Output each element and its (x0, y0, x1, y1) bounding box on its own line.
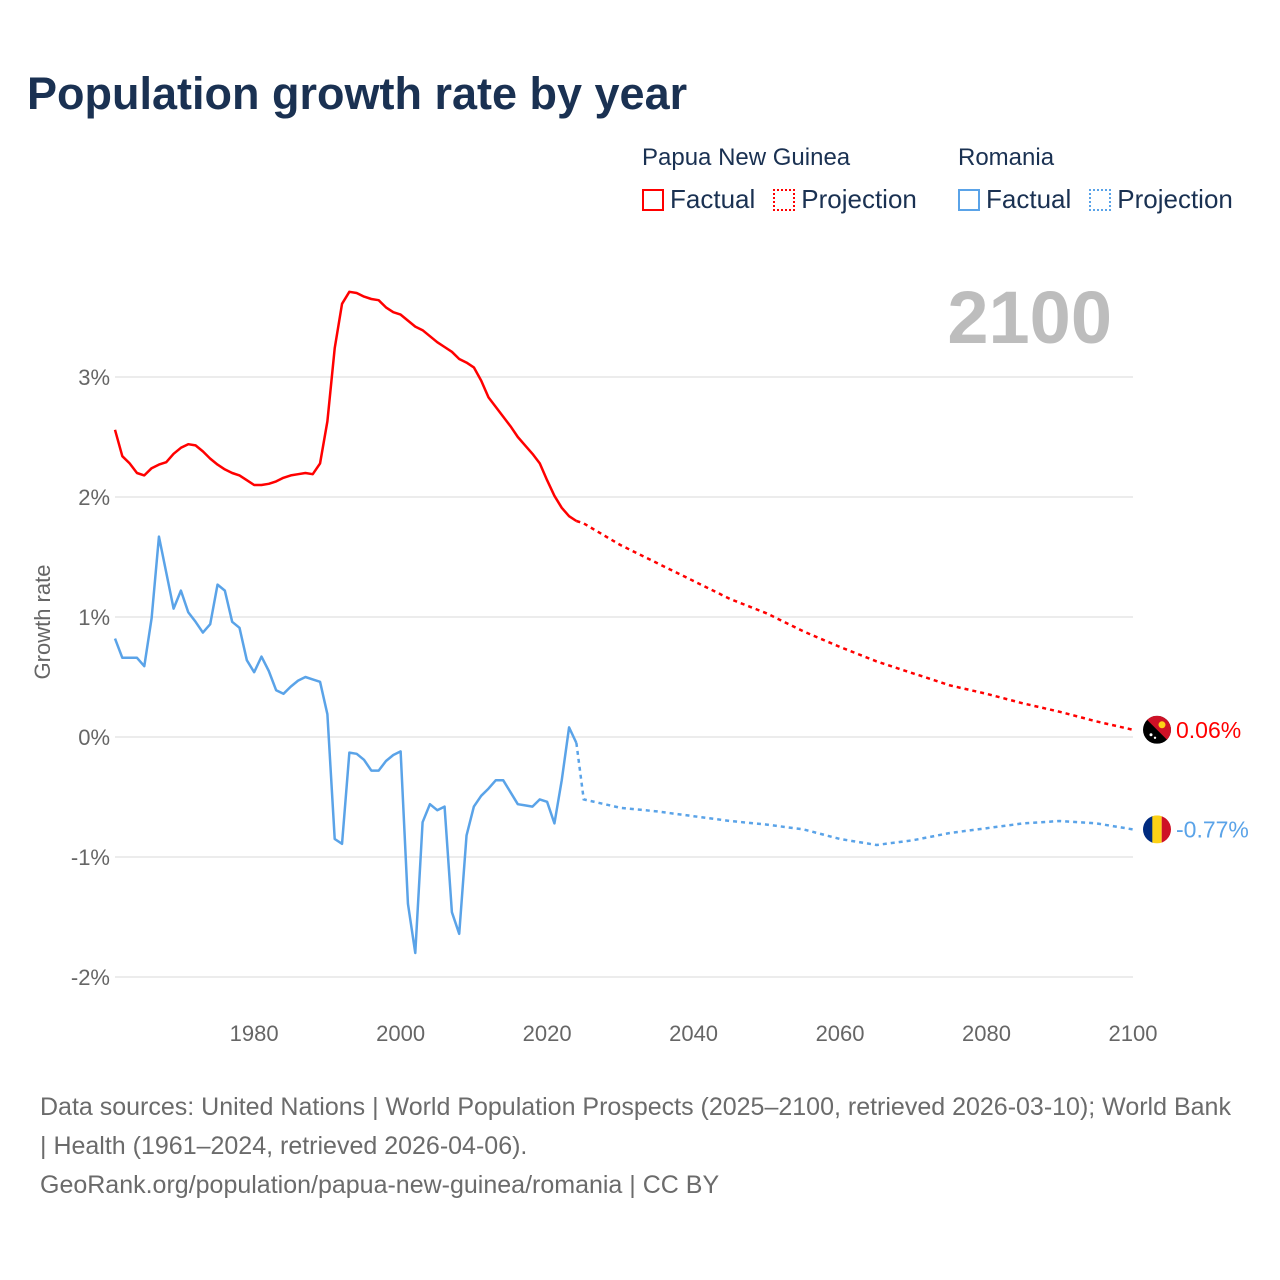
legend-romania-projection[interactable]: Projection (1089, 184, 1233, 215)
flag-fill (1143, 815, 1171, 844)
legend-group-romania: Romania Factual Projection (958, 144, 1251, 215)
legend-romania-factual[interactable]: Factual (958, 184, 1071, 215)
flag-yellow (1152, 815, 1162, 844)
legend-swatch-dotted (1089, 188, 1112, 211)
y-tick-label: 2% (78, 485, 110, 510)
x-tick-label: 1980 (230, 1021, 279, 1046)
y-tick-label: 3% (78, 365, 110, 390)
flag-blue (1143, 815, 1153, 844)
x-tick-label: 2080 (962, 1021, 1011, 1046)
legend-label: Factual (986, 184, 1072, 214)
legend-label: Factual (670, 184, 756, 214)
flag-star (1149, 733, 1153, 737)
y-tick-label: -1% (71, 845, 110, 870)
legend-png-projection[interactable]: Projection (773, 184, 917, 215)
y-tick-label: 0% (78, 725, 110, 750)
line-papua-new-guinea-factual (113, 290, 578, 523)
x-tick-label: 2040 (669, 1021, 718, 1046)
line-romania-projection (575, 742, 1134, 847)
flag-star (1153, 736, 1157, 739)
legend-group-label: Romania (958, 144, 1055, 171)
legend-swatch-solid (642, 188, 664, 211)
legend-label: Projection (1117, 184, 1233, 214)
current-year-label: 2100 (947, 276, 1112, 359)
chart-title: Population growth rate by year (27, 68, 688, 119)
legend-group-label: Papua New Guinea (642, 144, 851, 171)
flag-bird (1158, 721, 1166, 729)
line-romania-factual (113, 535, 578, 955)
data-sources: Data sources: United Nations | World Pop… (40, 1093, 1231, 1160)
y-tick-label: -2% (71, 965, 110, 990)
x-tick-label: 2100 (1109, 1021, 1158, 1046)
credit-link[interactable]: GeoRank.org/population/papua-new-guinea/… (40, 1171, 720, 1199)
y-tick-label: 1% (78, 605, 110, 630)
legend-group-papua-new-guinea: Papua New Guinea Factual Projection (642, 144, 935, 215)
flag-papua-new-guinea-icon (1143, 715, 1171, 744)
flag-fill (1143, 715, 1171, 744)
x-tick-label: 2060 (816, 1021, 865, 1046)
legend-label: Projection (801, 184, 917, 214)
flag-romania-icon (1143, 815, 1171, 844)
footer: Data sources: United Nations | World Pop… (40, 1088, 1240, 1205)
y-axis-label: Growth rate (30, 565, 55, 680)
x-tick-label: 2020 (523, 1021, 572, 1046)
line-papua-new-guinea-projection (576, 519, 1134, 732)
legend-png-factual[interactable]: Factual (642, 184, 755, 215)
flag-red (1161, 815, 1171, 844)
legend-swatch-solid (958, 188, 980, 211)
chart-area: 2100 Growth rate 3% 2% 1% 0% -1% -2% 1980 2000 2… (30, 276, 1249, 1046)
legend-swatch-dotted (773, 188, 796, 211)
end-value-label-romania: -0.77% (1176, 816, 1249, 842)
end-value-label-papua-new-guinea: 0.06% (1176, 717, 1241, 743)
x-tick-label: 2000 (376, 1021, 425, 1046)
